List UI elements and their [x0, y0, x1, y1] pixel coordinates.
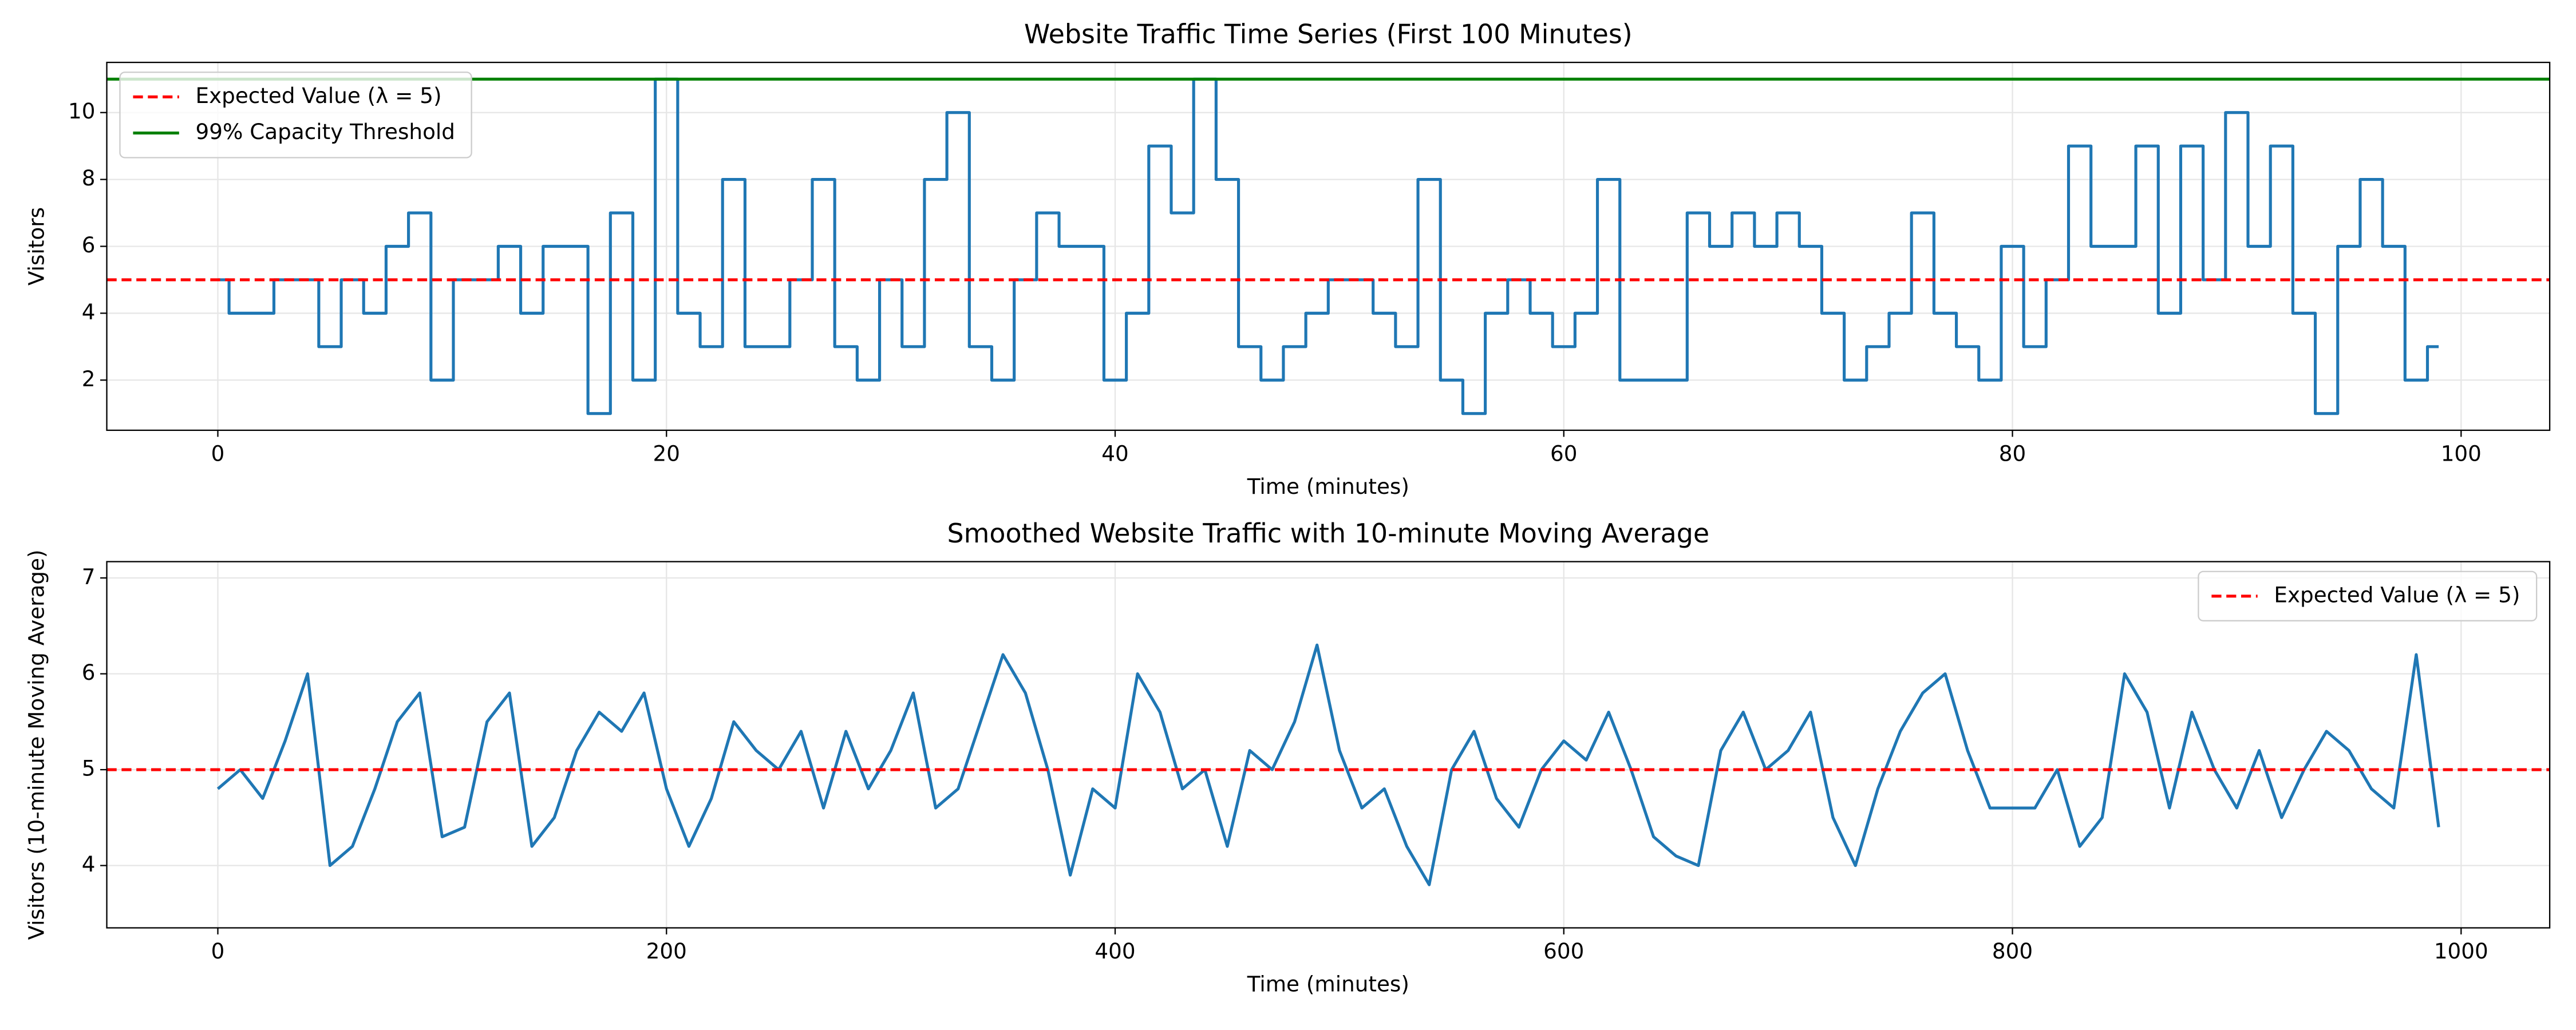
x-tick-label: 0: [211, 441, 225, 466]
y-tick-label: 8: [82, 165, 96, 191]
y-tick-label: 5: [82, 756, 96, 781]
legend-label: Expected Value (λ = 5): [2274, 582, 2520, 607]
y-tick-label: 6: [82, 232, 96, 258]
y-tick-label: 10: [68, 98, 95, 124]
legend-label: Expected Value (λ = 5): [196, 83, 442, 108]
x-axis-label: Time (minutes): [1247, 474, 1409, 499]
x-tick-label: 600: [1543, 938, 1584, 964]
plot-frame: [106, 61, 2551, 431]
x-tick-label: 200: [646, 938, 687, 964]
x-tick-label: 20: [653, 441, 680, 466]
y-tick-label: 4: [82, 851, 96, 877]
legend-box: [2198, 571, 2538, 621]
x-tick-label: 1000: [2434, 938, 2488, 964]
x-tick-label: 800: [1992, 938, 2033, 964]
x-tick-label: 40: [1101, 441, 1128, 466]
y-tick-label: 2: [82, 366, 96, 391]
plot-frame: [106, 561, 2551, 929]
x-tick-label: 100: [2441, 441, 2482, 466]
x-tick-label: 80: [1999, 441, 2026, 466]
chart-title: Website Traffic Time Series (First 100 M…: [1024, 19, 1633, 50]
data-line: [216, 643, 2440, 886]
legend: Expected Value (λ = 5): [2198, 571, 2538, 621]
y-tick-label: 7: [82, 564, 96, 589]
x-axis-label: Time (minutes): [1247, 971, 1409, 996]
x-tick-label: 60: [1550, 441, 1577, 466]
y-axis-label: Visitors: [24, 207, 49, 286]
legend: Expected Value (λ = 5) 99% Capacity Thres…: [119, 72, 472, 159]
y-tick-label: 6: [82, 660, 96, 685]
y-axis-label: Visitors (10-minute Moving Average): [24, 549, 49, 940]
legend-box: [119, 72, 472, 159]
chart-title: Smoothed Website Traffic with 10-minute …: [947, 518, 1710, 549]
x-tick-label: 0: [211, 938, 225, 964]
legend-label: 99% Capacity Threshold: [196, 119, 455, 144]
x-tick-label: 400: [1095, 938, 1135, 964]
y-tick-label: 4: [82, 299, 96, 324]
